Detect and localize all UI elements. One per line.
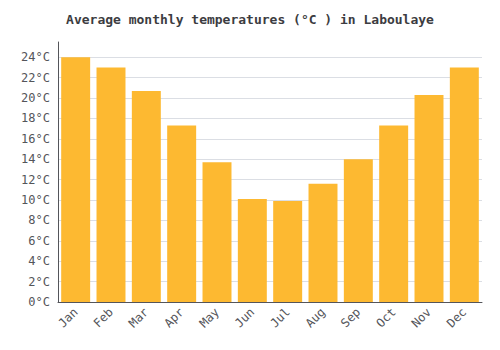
svg-text:Sep: Sep — [338, 305, 363, 330]
svg-text:18°C: 18°C — [21, 111, 50, 125]
svg-text:Apr: Apr — [161, 305, 186, 330]
svg-text:10°C: 10°C — [21, 193, 50, 207]
svg-text:24°C: 24°C — [21, 50, 50, 64]
svg-text:Jun: Jun — [232, 305, 257, 330]
svg-text:4°C: 4°C — [28, 254, 50, 268]
svg-text:Dec: Dec — [444, 305, 469, 330]
svg-text:Average monthly temperatures (: Average monthly temperatures (°C ) in La… — [66, 12, 434, 27]
svg-text:8°C: 8°C — [28, 213, 50, 227]
svg-text:20°C: 20°C — [21, 91, 50, 105]
svg-text:Oct: Oct — [373, 305, 398, 330]
svg-text:Jul: Jul — [267, 305, 292, 330]
svg-text:Aug: Aug — [303, 305, 328, 330]
svg-text:Mar: Mar — [126, 305, 151, 330]
svg-text:22°C: 22°C — [21, 71, 50, 85]
svg-text:12°C: 12°C — [21, 173, 50, 187]
svg-text:Feb: Feb — [91, 305, 116, 330]
svg-text:Jan: Jan — [55, 305, 80, 330]
svg-text:0°C: 0°C — [28, 295, 50, 309]
svg-text:Nov: Nov — [409, 305, 434, 330]
svg-text:14°C: 14°C — [21, 152, 50, 166]
svg-text:16°C: 16°C — [21, 132, 50, 146]
svg-text:May: May — [197, 305, 222, 330]
svg-text:2°C: 2°C — [28, 275, 50, 289]
svg-text:6°C: 6°C — [28, 234, 50, 248]
